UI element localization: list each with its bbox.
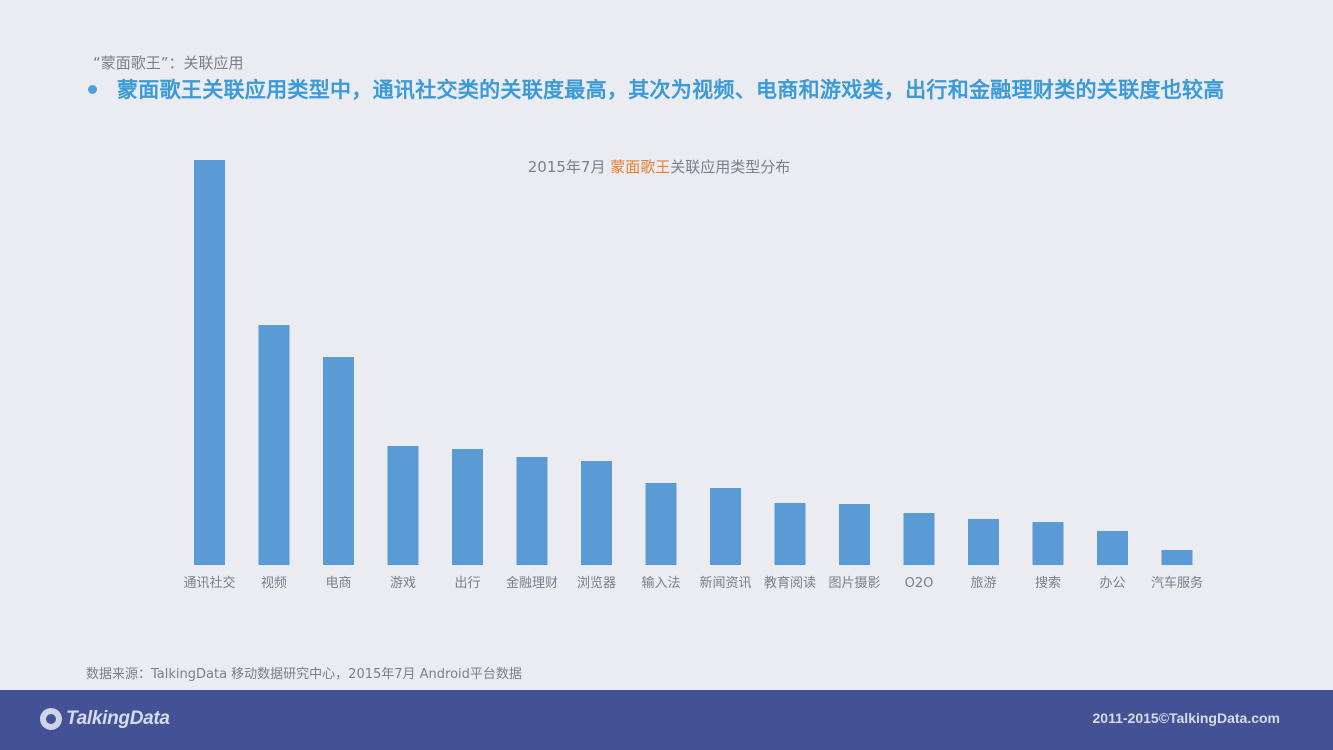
x-tick-label-13: 搜索 [1035, 576, 1061, 591]
bar-5 [516, 457, 548, 565]
data-source-note: 数据来源：TalkingData 移动数据研究中心，2015年7月 Androi… [86, 667, 522, 682]
x-tick-label-9: 教育阅读 [764, 575, 816, 591]
x-tick-label-8: 新闻资讯 [699, 575, 751, 591]
x-tick-label-6: 浏览器 [577, 575, 616, 591]
logo-icon [40, 708, 62, 730]
x-tick-label-4: 出行 [454, 576, 480, 591]
logo-text: TalkingData [66, 708, 170, 729]
chart-title-suffix: 关联应用类型分布 [670, 158, 791, 176]
bar-15 [1161, 550, 1193, 565]
x-tick-label-3: 游戏 [390, 576, 416, 591]
x-tick-label-14: 办公 [1099, 576, 1125, 591]
x-tick-label-15: 汽车服务 [1151, 575, 1203, 591]
bar-12 [968, 519, 999, 565]
section-label: “蒙面歌王”：关联应用 [93, 54, 244, 72]
x-tick-label-0: 通讯社交 [183, 575, 235, 591]
x-tick-label-5: 金融理财 [506, 575, 558, 591]
bar-1 [258, 325, 290, 565]
bar-13 [1032, 522, 1064, 565]
bar-0 [194, 160, 225, 565]
x-tick-label-2: 电商 [325, 576, 351, 591]
headline: 蒙面歌王关联应用类型中，通讯社交类的关联度最高，其次为视频、电商和游戏类，出行和… [117, 78, 1225, 102]
bar-6 [581, 461, 612, 565]
bar-14 [1097, 531, 1128, 565]
bar-10 [839, 504, 870, 565]
headline-row: 蒙面歌王关联应用类型中，通讯社交类的关联度最高，其次为视频、电商和游戏类，出行和… [88, 74, 1318, 104]
x-tick-label-11: O2O [905, 576, 934, 591]
talkingdata-logo: TalkingData [40, 708, 170, 730]
x-tick-label-12: 旅游 [970, 576, 996, 591]
bar-11 [903, 513, 935, 565]
chart-title-highlight: 蒙面歌王 [610, 158, 671, 176]
bullet-icon [88, 84, 97, 94]
bar-chart: 通讯社交 视频 电商 游戏 出行 金融理财 浏览器 输入法 新闻资讯 教育阅读 图片摄影 O2O 旅游 搜… [183, 160, 1203, 591]
chart-title-prefix: 2015年7月 [527, 158, 611, 176]
x-tick-label-1: 视频 [261, 576, 287, 591]
footer-bar: TalkingData 2011-2015©TalkingData.com [0, 690, 1333, 750]
bar-9 [774, 503, 806, 565]
bar-8 [710, 488, 741, 565]
chart-title: 2015年7月 蒙面歌王关联应用类型分布 [0, 156, 1318, 177]
bar-4 [452, 449, 483, 565]
bar-7 [645, 483, 677, 565]
bar-2 [323, 357, 354, 565]
x-tick-label-10: 图片摄影 [828, 576, 880, 591]
x-tick-label-7: 输入法 [641, 575, 680, 591]
copyright: 2011-2015©TalkingData.com [1092, 710, 1280, 726]
bar-3 [387, 446, 419, 565]
